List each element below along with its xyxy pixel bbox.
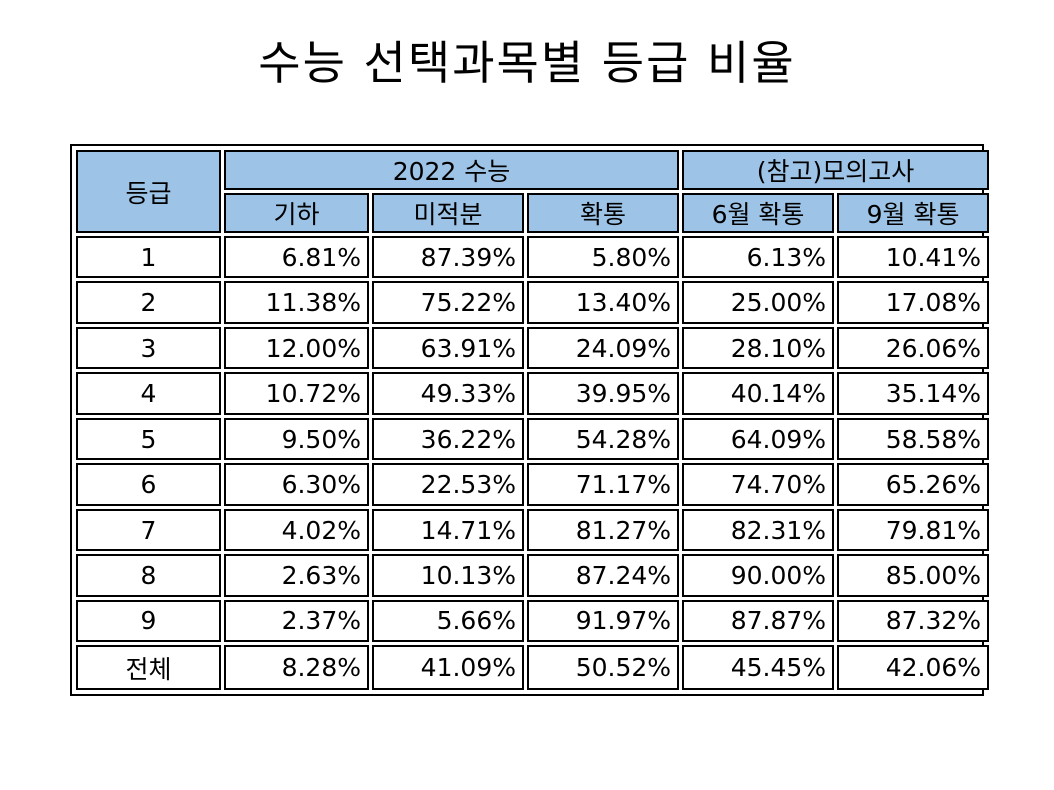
value-cell: 91.97%	[527, 599, 680, 643]
value-cell: 10.72%	[224, 372, 369, 415]
value-cell: 90.00%	[682, 554, 835, 597]
value-cell: 2.37%	[224, 599, 369, 643]
value-cell: 87.24%	[527, 554, 680, 597]
column-header-calculus: 미적분	[372, 193, 524, 233]
grade-cell: 1	[76, 236, 221, 279]
total-value-cell: 42.06%	[837, 645, 990, 690]
value-cell: 87.32%	[837, 599, 990, 643]
column-header-june-probability: 6월 확통	[682, 193, 835, 233]
group-header-mock: (참고)모의고사	[682, 150, 990, 190]
value-cell: 6.13%	[682, 236, 835, 279]
value-cell: 85.00%	[837, 554, 990, 597]
value-cell: 54.28%	[527, 417, 680, 461]
value-cell: 63.91%	[372, 326, 524, 370]
table-row: 1 6.81% 87.39% 5.80% 6.13% 10.41%	[76, 236, 990, 279]
value-cell: 64.09%	[682, 417, 835, 461]
grade-cell: 4	[76, 372, 221, 415]
value-cell: 71.17%	[527, 463, 680, 506]
value-cell: 5.66%	[372, 599, 524, 643]
value-cell: 2.63%	[224, 554, 369, 597]
grade-cell: 2	[76, 281, 221, 324]
grade-cell: 8	[76, 554, 221, 597]
value-cell: 87.39%	[372, 236, 524, 279]
header-row-groups: 등급 2022 수능 (참고)모의고사	[76, 150, 990, 233]
value-cell: 75.22%	[372, 281, 524, 324]
value-cell: 39.95%	[527, 372, 680, 415]
table-row: 7 4.02% 14.71% 81.27% 82.31% 79.81%	[76, 508, 990, 552]
value-cell: 40.14%	[682, 372, 835, 415]
grade-cell: 5	[76, 417, 221, 461]
value-cell: 65.26%	[837, 463, 990, 506]
grade-cell: 9	[76, 599, 221, 643]
value-cell: 74.70%	[682, 463, 835, 506]
table-row: 3 12.00% 63.91% 24.09% 28.10% 26.06%	[76, 326, 990, 370]
total-row: 전체 8.28% 41.09% 50.52% 45.45% 42.06%	[76, 645, 990, 690]
value-cell: 22.53%	[372, 463, 524, 506]
value-cell: 6.81%	[224, 236, 369, 279]
value-cell: 10.13%	[372, 554, 524, 597]
value-cell: 14.71%	[372, 508, 524, 552]
column-header-probability: 확통	[527, 193, 680, 233]
total-value-cell: 41.09%	[372, 645, 524, 690]
total-value-cell: 45.45%	[682, 645, 835, 690]
value-cell: 13.40%	[527, 281, 680, 324]
value-cell: 87.87%	[682, 599, 835, 643]
grade-cell: 6	[76, 463, 221, 506]
value-cell: 35.14%	[837, 372, 990, 415]
page-title: 수능 선택과목별 등급 비율	[258, 36, 796, 90]
total-value-cell: 8.28%	[224, 645, 369, 690]
table-row: 9 2.37% 5.66% 91.97% 87.87% 87.32%	[76, 599, 990, 643]
value-cell: 36.22%	[372, 417, 524, 461]
value-cell: 24.09%	[527, 326, 680, 370]
value-cell: 82.31%	[682, 508, 835, 552]
value-cell: 6.30%	[224, 463, 369, 506]
grade-ratio-table: 등급 2022 수능 (참고)모의고사 기하 미적분 확통 6월 확통 9월 확…	[73, 147, 992, 693]
grade-cell: 3	[76, 326, 221, 370]
table-row: 8 2.63% 10.13% 87.24% 90.00% 85.00%	[76, 554, 990, 597]
table-row: 4 10.72% 49.33% 39.95% 40.14% 35.14%	[76, 372, 990, 415]
table-row: 2 11.38% 75.22% 13.40% 25.00% 17.08%	[76, 281, 990, 324]
value-cell: 58.58%	[837, 417, 990, 461]
value-cell: 79.81%	[837, 508, 990, 552]
table-row: 6 6.30% 22.53% 71.17% 74.70% 65.26%	[76, 463, 990, 506]
value-cell: 9.50%	[224, 417, 369, 461]
value-cell: 28.10%	[682, 326, 835, 370]
value-cell: 4.02%	[224, 508, 369, 552]
total-label-cell: 전체	[76, 645, 221, 690]
table-row: 5 9.50% 36.22% 54.28% 64.09% 58.58%	[76, 417, 990, 461]
value-cell: 17.08%	[837, 281, 990, 324]
value-cell: 81.27%	[527, 508, 680, 552]
total-value-cell: 50.52%	[527, 645, 680, 690]
value-cell: 10.41%	[837, 236, 990, 279]
value-cell: 11.38%	[224, 281, 369, 324]
column-header-geometry: 기하	[224, 193, 369, 233]
value-cell: 26.06%	[837, 326, 990, 370]
grade-cell: 7	[76, 508, 221, 552]
group-header-2022: 2022 수능	[224, 150, 680, 190]
grade-ratio-table-frame: 등급 2022 수능 (참고)모의고사 기하 미적분 확통 6월 확통 9월 확…	[70, 144, 990, 696]
column-header-september-probability: 9월 확통	[837, 193, 990, 233]
grade-column-header: 등급	[76, 150, 221, 233]
header-row-subjects: 기하 미적분 확통 6월 확통 9월 확통	[76, 193, 990, 233]
value-cell: 49.33%	[372, 372, 524, 415]
value-cell: 12.00%	[224, 326, 369, 370]
value-cell: 5.80%	[527, 236, 680, 279]
value-cell: 25.00%	[682, 281, 835, 324]
